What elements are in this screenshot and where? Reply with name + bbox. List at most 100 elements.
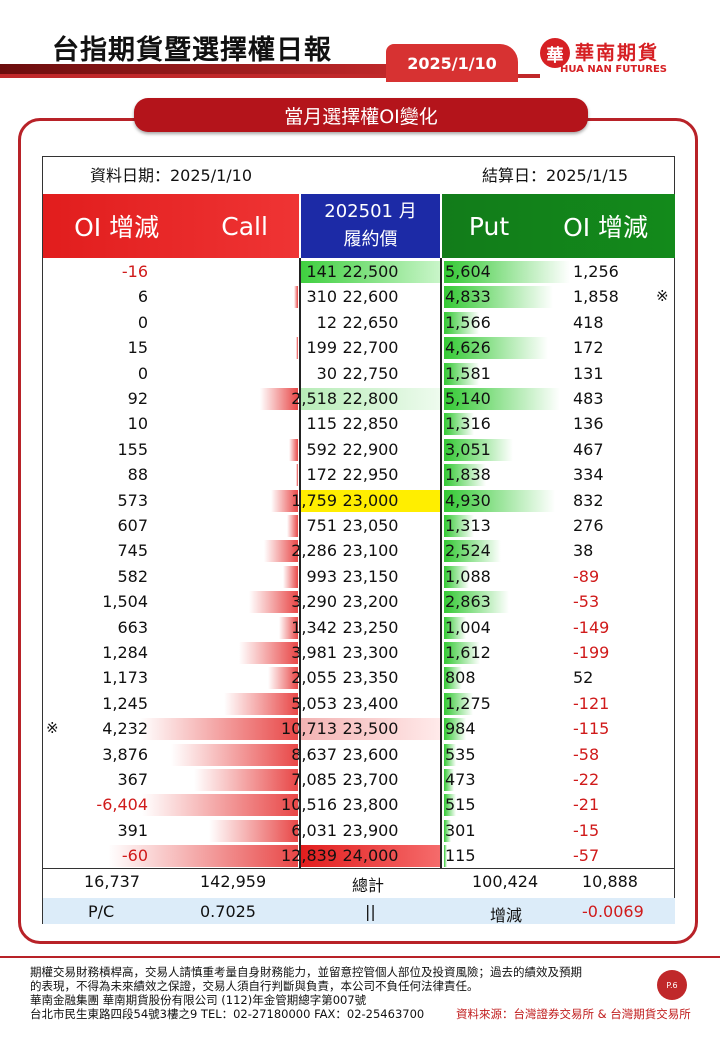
put-bar (444, 540, 502, 563)
call-cell: 751 (306, 516, 337, 535)
pc-separator: || (365, 902, 376, 921)
put-bar (444, 261, 571, 283)
table-row: 607 751 23,050 1,313 276 (43, 514, 675, 539)
put-oi-cell: 172 (573, 338, 604, 358)
call-cell: 7,085 (291, 770, 337, 789)
table-row: 1,504 3,290 23,200 2,863 -53 (43, 590, 675, 615)
call-cell: 12 (316, 312, 337, 332)
call-cell: 115 (306, 414, 337, 434)
call-oi-cell: -16 (121, 262, 148, 281)
strike-cell: 23,500 (342, 719, 399, 739)
put-bar (444, 362, 480, 385)
call-cell: 6,031 (291, 820, 337, 840)
strike-cell: 22,700 (342, 338, 399, 358)
put-cell: 1,313 (445, 516, 491, 535)
strike-cell: 23,400 (342, 693, 399, 713)
put-cell: 808 (445, 668, 476, 688)
put-bar (444, 388, 560, 410)
put-cell: 2,863 (445, 592, 491, 612)
call-cell: 141 (306, 262, 337, 281)
put-bar (444, 489, 555, 512)
table-row: -60 12,839 24,000 115 -57 (43, 844, 675, 869)
call-bar (263, 540, 298, 563)
strike-cell: 23,100 (342, 541, 399, 561)
call-oi-cell: 1,284 (102, 643, 148, 662)
call-bar (288, 438, 298, 461)
call-oi-cell: 0 (137, 363, 148, 383)
strike-header: 202501 月 履約價 (301, 194, 440, 258)
put-oi-cell: -57 (573, 846, 600, 866)
table-row: 0 12 22,650 1,566 418 (43, 311, 675, 336)
logo-name: 華南期貨 (575, 42, 660, 64)
strike-cell: 23,700 (342, 770, 399, 789)
strike-cell: 22,900 (342, 439, 399, 459)
put-oi-cell: 52 (573, 668, 594, 688)
strike-highlight (301, 718, 440, 741)
put-cell: 1,566 (445, 312, 491, 332)
call-cell: 2,286 (291, 541, 337, 561)
col-call: Call (221, 211, 268, 241)
put-oi-cell: -121 (573, 693, 610, 713)
call-cell: 8,637 (291, 744, 337, 764)
strike-cell: 23,250 (342, 617, 399, 637)
call-oi-cell: -6,404 (96, 795, 148, 815)
put-cell: 3,051 (445, 439, 491, 459)
call-cell: 10,713 (281, 719, 337, 739)
strike-highlight (301, 261, 440, 283)
strike-cell: 23,800 (342, 795, 399, 815)
table-row: 1,284 3,981 23,300 1,612 -199 (43, 641, 675, 666)
pc-row (43, 898, 675, 924)
strike-cell: 22,800 (342, 389, 399, 408)
put-bar (444, 337, 548, 360)
table-row: 3,876 8,637 23,600 535 -58 (43, 743, 675, 768)
call-oi-cell: 10 (127, 414, 148, 434)
table-row: 0 30 22,750 1,581 131 (43, 362, 675, 387)
col-oi-left: OI 增減 (74, 213, 160, 242)
strike-highlight (301, 388, 440, 410)
put-oi-cell: -58 (573, 744, 600, 764)
call-cell: 30 (316, 363, 337, 383)
put-cell: 1,838 (445, 465, 491, 485)
put-cell: 2,524 (445, 541, 491, 561)
put-cell: 1,275 (445, 693, 491, 713)
column-divider (440, 258, 442, 868)
disclaimer-2: 的表現，不得為未來績效之保證，交易人須自行判斷與負責，本公司不負任何法律責任。 (30, 979, 479, 993)
strike-cell: 22,650 (342, 312, 399, 332)
put-oi-cell: 276 (573, 516, 604, 535)
total-call: 142,959 (200, 872, 267, 891)
put-bar (444, 311, 480, 334)
put-oi-cell: -199 (573, 643, 610, 662)
put-oi-cell: -149 (573, 617, 610, 637)
put-oi-cell: 1,256 (573, 262, 619, 281)
call-oi-cell: 155 (117, 439, 148, 459)
table-row: 15 199 22,700 4,626 172 (43, 336, 675, 361)
call-bar (193, 769, 298, 791)
table-row: 1,173 2,055 23,350 808 52 (43, 666, 675, 691)
report-date: 2025/1/10 (386, 44, 518, 82)
address-line: 台北市民生東路四段54號3樓之9 TEL：02-27180000 FAX：02-… (30, 1007, 425, 1021)
put-bar (444, 515, 474, 537)
put-cell: 301 (445, 820, 476, 840)
call-cell: 993 (306, 566, 337, 586)
data-source: 資料來源：台灣證券交易所 & 台灣期貨交易所 (456, 1007, 691, 1021)
table-row: 4,232 10,713 23,500 984 -115 ※ (43, 717, 675, 742)
put-cell: 1,612 (445, 643, 491, 662)
table-row: 582 993 23,150 1,088 -89 (43, 565, 675, 590)
column-divider (299, 258, 301, 868)
call-oi-cell: 15 (127, 338, 148, 358)
call-cell: 10,516 (281, 795, 337, 815)
put-oi-cell: -21 (573, 795, 600, 815)
strike-cell: 23,350 (342, 668, 399, 688)
call-cell: 199 (306, 338, 337, 358)
call-cell: 2,055 (291, 668, 337, 688)
table-row: 663 1,342 23,250 1,004 -149 (43, 616, 675, 641)
call-bar (108, 845, 298, 868)
call-bar (142, 794, 298, 817)
footer-divider (0, 956, 720, 958)
call-header: OI 增減 Call (43, 194, 299, 258)
table-row: 88 172 22,950 1,838 334 (43, 463, 675, 488)
put-oi-cell: 334 (573, 465, 604, 485)
call-cell: 1,342 (291, 617, 337, 637)
pc-value: 0.7025 (200, 902, 256, 921)
call-oi-cell: 582 (117, 566, 148, 586)
